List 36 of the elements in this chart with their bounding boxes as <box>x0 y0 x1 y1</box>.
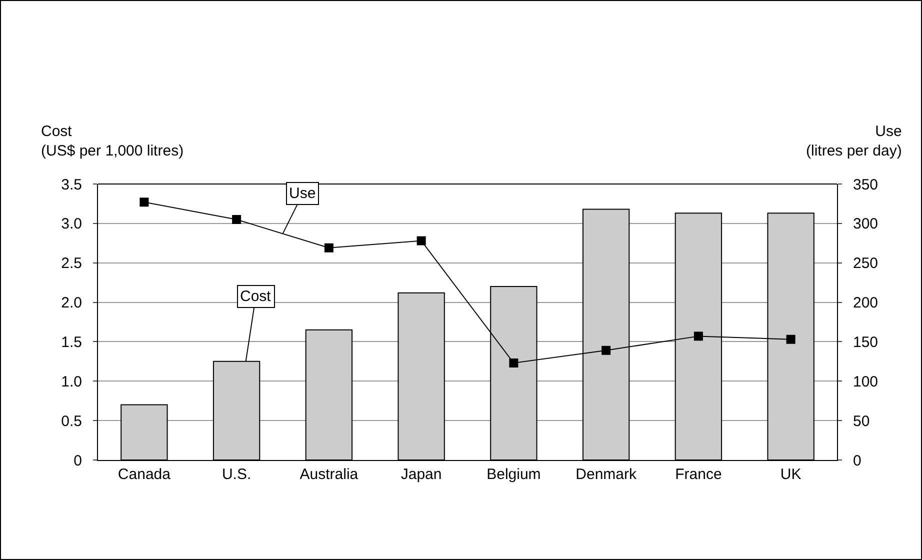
x-tick-label: Australia <box>300 466 359 483</box>
text: Use <box>289 185 316 202</box>
y2-tick-label: 50 <box>853 412 870 430</box>
point <box>324 243 334 252</box>
y2-tick-label: 150 <box>853 334 878 351</box>
y-tick-label: 0 <box>74 452 82 470</box>
y2-tick-label: 250 <box>853 255 878 272</box>
x-tick-label: France <box>675 466 722 483</box>
y-tick-label: 2.5 <box>61 255 82 272</box>
y2-tick-label: 300 <box>853 216 878 233</box>
x-tick-label: U.S. <box>222 466 252 483</box>
point <box>694 332 703 341</box>
y2-tick-label: 100 <box>853 373 878 390</box>
point <box>786 334 796 344</box>
y-tick-label: 3.0 <box>61 216 82 233</box>
y2-tick-label: 200 <box>853 294 878 312</box>
y-tick-label: 1.0 <box>61 373 82 390</box>
y-tick-label: 0.5 <box>61 412 82 430</box>
x-tick-label: Canada <box>118 466 172 483</box>
y-tick-label: 1.5 <box>61 334 82 351</box>
text: Cost <box>240 288 272 305</box>
x-tick-label: Belgium <box>486 466 541 483</box>
y2-tick-label: 350 <box>853 176 878 194</box>
y-tick-label: 3.5 <box>61 176 82 194</box>
y-tick-label: 2.0 <box>61 294 82 312</box>
point <box>140 198 149 207</box>
y2-tick-label: 0 <box>853 452 862 470</box>
point <box>602 346 611 355</box>
point <box>509 358 518 368</box>
point <box>416 236 426 246</box>
point <box>232 214 242 224</box>
y-axis-title: Cost (US$ per 1,000 litres) <box>41 123 184 160</box>
x-tick-label: UK <box>780 466 802 483</box>
x-tick-label: Japan <box>400 466 442 483</box>
x-tick-label: Denmark <box>576 466 637 483</box>
y2-axis-title: Use (litres per day) <box>806 123 902 160</box>
